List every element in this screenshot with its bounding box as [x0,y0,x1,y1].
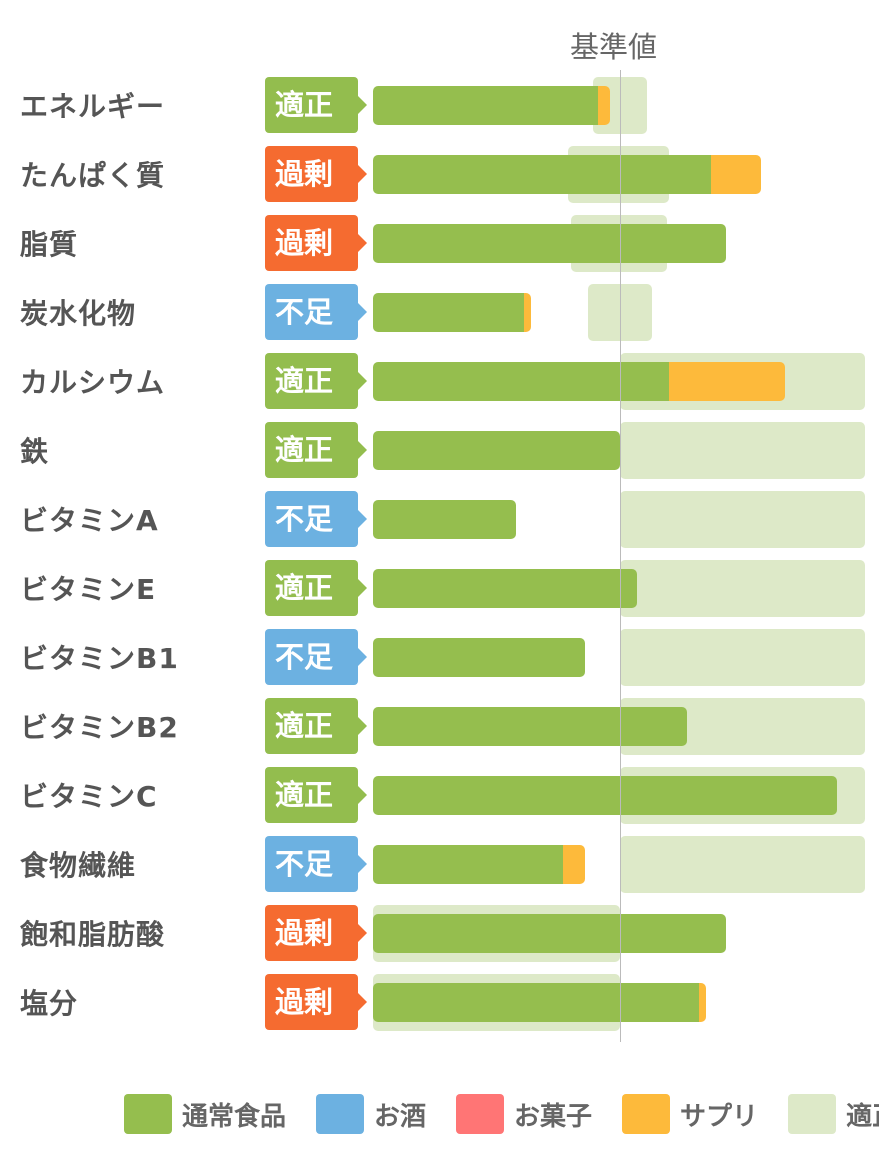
legend-swatch [622,1094,671,1134]
chart-row: ビタミンE 適正 [0,554,879,623]
bar-segment [373,86,598,125]
bar-segment [711,155,761,194]
status-badge: 適正 [265,353,367,409]
bar-segment [373,707,687,746]
bar-segment [373,293,524,332]
bar-segment [373,638,586,677]
status-badge: 適正 [265,698,367,754]
legend-item: 通常食品 [124,1094,286,1134]
legend-item: お酒 [316,1094,426,1134]
appropriate-range-band [620,422,865,479]
legend-swatch [316,1094,365,1134]
status-badge: 適正 [265,560,367,616]
category-label: 脂質 [20,228,79,261]
legend-label: お菓子 [514,1101,593,1132]
bar-segment [373,224,727,263]
category-label: 食物繊維 [20,849,137,882]
appropriate-range-band [620,560,865,617]
chart-row: ビタミンB2 適正 [0,692,879,761]
status-badge: 過剰 [265,146,367,202]
status-badge: 適正 [265,767,367,823]
reference-line [620,70,621,1042]
appropriate-range-band [620,629,865,686]
legend-swatch [788,1094,837,1134]
legend-label: 適正 [846,1101,879,1132]
category-label: ビタミンC [20,780,158,813]
chart-row: カルシウム 適正 [0,347,879,416]
appropriate-range-band [620,491,865,548]
category-label: ビタミンB1 [20,642,179,675]
category-label: ビタミンA [20,504,159,537]
category-label: 炭水化物 [20,297,137,330]
chart-row: たんぱく質 過剰 [0,140,879,209]
status-badge: 不足 [265,284,367,340]
bar-segment [563,845,586,884]
status-badge: 過剰 [265,215,367,271]
chart-row: 炭水化物 不足 [0,278,879,347]
chart-row: 鉄 適正 [0,416,879,485]
legend-label: 通常食品 [182,1101,287,1132]
bar-segment [373,155,712,194]
bar-segment [373,845,564,884]
category-label: 飽和脂肪酸 [20,918,166,951]
category-label: 塩分 [20,987,79,1020]
bar-segment [373,569,638,608]
status-badge: 適正 [265,77,367,133]
bar-segment [373,914,727,953]
legend-swatch [456,1094,505,1134]
bar-segment [699,983,707,1022]
chart-row: ビタミンB1 不足 [0,623,879,692]
legend-item: サプリ [622,1094,758,1134]
appropriate-range-band [587,284,653,341]
appropriate-range-band [620,836,865,893]
status-badge: 過剰 [265,974,367,1030]
legend-swatch [124,1094,172,1134]
status-badge: 不足 [265,491,367,547]
chart-row: 塩分 過剰 [0,968,879,1037]
bar-segment [373,776,838,815]
status-badge: 過剰 [265,905,367,961]
chart-row: ビタミンA 不足 [0,485,879,554]
bar-segment [373,431,620,470]
status-badge: 適正 [265,422,367,478]
legend-item: 適正 [788,1094,879,1134]
category-label: たんぱく質 [20,159,166,192]
chart-row: 食物繊維 不足 [0,830,879,899]
bar-segment [373,983,700,1022]
category-label: エネルギー [20,90,166,123]
bar-segment [373,362,670,401]
legend-label: サプリ [680,1101,759,1132]
category-label: ビタミンE [20,573,157,606]
legend: 通常食品 お酒 お菓子 サプリ 適正 [124,1094,879,1134]
bar-segment [669,362,786,401]
category-label: ビタミンB2 [20,711,179,744]
status-badge: 不足 [265,836,367,892]
bar-segment [373,500,517,539]
bar-segment [523,293,532,332]
category-label: 鉄 [20,435,50,468]
reference-label: 基準値 [570,30,658,64]
category-label: カルシウム [20,366,166,399]
chart-row: エネルギー 適正 [0,71,879,140]
chart-row: 飽和脂肪酸 過剰 [0,899,879,968]
legend-label: お酒 [374,1101,427,1132]
bar-segment [597,86,611,125]
chart-row: 脂質 過剰 [0,209,879,278]
legend-item: お菓子 [456,1094,592,1134]
chart-row: ビタミンC 適正 [0,761,879,830]
status-badge: 不足 [265,629,367,685]
